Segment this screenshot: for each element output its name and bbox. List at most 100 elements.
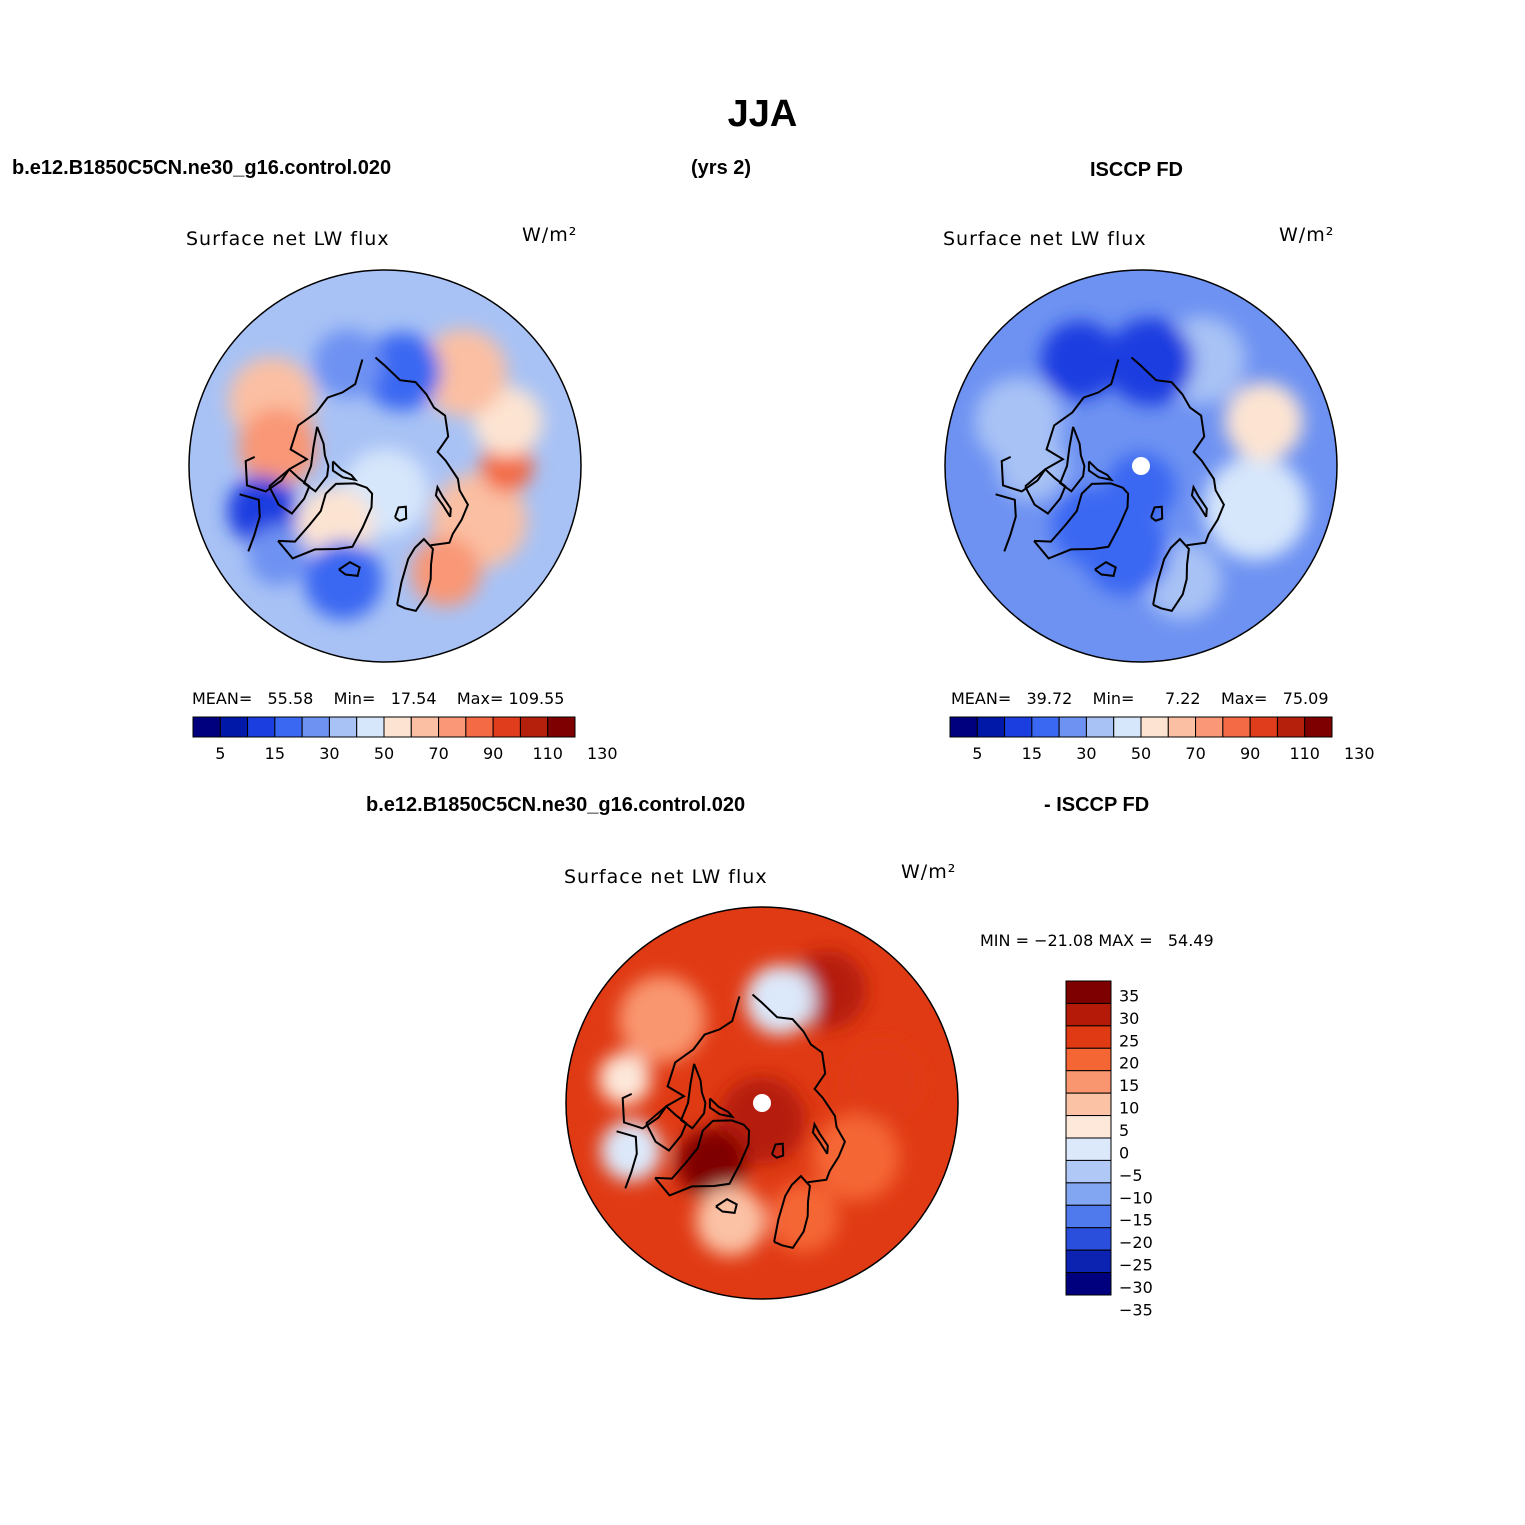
panel3-field-patch: [768, 1182, 839, 1253]
years-label: (yrs 2): [691, 157, 752, 179]
panel3-max: 54.49: [1167, 931, 1214, 950]
panel2-coastline: [1000, 359, 1120, 493]
panel1-colorbar-box: [219, 716, 249, 738]
panel1-coastline: [338, 561, 361, 577]
panel1-mean-label: MEAN=: [192, 689, 253, 708]
panel1-colorbar-tick: 50: [374, 744, 394, 763]
panel3-map: [565, 906, 959, 1300]
panel3-colorbar-tick: 20: [1119, 1054, 1139, 1073]
panel2-coastline: [995, 493, 1017, 552]
panel2-coastline: [1094, 561, 1117, 577]
panel2-coastline: [1033, 482, 1130, 560]
panel3-colorbar-tick: 35: [1119, 986, 1139, 1005]
panel1-colorbar-box: [519, 716, 549, 738]
panel2-mean: 39.72: [1026, 689, 1073, 708]
panel3-colorbar-box: [1065, 1182, 1112, 1206]
panel3-min-label: MIN =: [980, 931, 1029, 950]
panel3-colorbar-tick: 10: [1119, 1099, 1139, 1118]
panel1-colorbar-box: [301, 716, 330, 738]
panel1-stats: MEAN= 55.58 Min= 17.54 Max= 109.55: [192, 689, 564, 708]
panel3-colorbar-box: [1065, 1070, 1112, 1094]
panel2-colorbar-box: [1167, 716, 1197, 738]
panel1-map: [188, 269, 582, 663]
panel3-colorbar-box: [1065, 1137, 1112, 1161]
obs-name-label: ISCCP FD: [1090, 159, 1183, 181]
panel3-map-border: [565, 906, 959, 1300]
panel1-min: 17.54: [390, 689, 437, 708]
panel1-coastline: [244, 359, 364, 493]
panel3-colorbar-tick: 0: [1119, 1143, 1129, 1162]
panel2-colorbar-box: [1058, 716, 1087, 738]
panel2-field-patch: [1040, 321, 1120, 400]
panel2-colorbar-tick: 70: [1185, 744, 1205, 763]
panel2-field-patch: [1224, 382, 1303, 461]
panel3-field-patch: [842, 1042, 922, 1122]
panel3-colorbar-box: [1065, 1204, 1112, 1229]
panel2-title: Surface net LW flux: [943, 228, 1147, 250]
panel3-colorbar-box: [1065, 1025, 1112, 1049]
panel3-colorbar-box: [1065, 1092, 1112, 1117]
panel2-colorbar: 5 15 30 50 70 90 110 130: [949, 716, 1375, 763]
panel3-coastline: [616, 1130, 638, 1189]
panel3-colorbar-tick: −35: [1119, 1300, 1153, 1319]
panel3-units: W/m²: [901, 861, 957, 883]
panel3-colorbar-box: [1065, 1159, 1112, 1184]
panel1-max-label: Max=: [456, 689, 504, 708]
panel3-colorbar-tick: 30: [1119, 1009, 1139, 1028]
panel2-units: W/m²: [1279, 224, 1335, 246]
panel3-coastline: [771, 1142, 785, 1159]
panel2-colorbar-tick: 50: [1131, 744, 1151, 763]
panel3-coastline: [811, 1121, 829, 1155]
panel1-coastline: [394, 505, 408, 522]
panel1-field-patch: [304, 541, 383, 620]
panel1-colorbar-tick: 130: [587, 744, 618, 763]
panel3-colorbar-tick: 5: [1119, 1121, 1129, 1140]
panel2-colorbar-box: [1113, 716, 1142, 738]
panel1-colorbar-box: [438, 716, 467, 738]
panel2-coastline: [1152, 537, 1190, 613]
panel2-coastline: [1190, 484, 1208, 518]
panel3-field-patch: [618, 975, 706, 1063]
figure-title: JJA: [727, 93, 798, 135]
panel3-coastline: [679, 1063, 707, 1130]
panel3-field-patch: [718, 1076, 806, 1164]
panel3-colorbar-tick: 15: [1119, 1076, 1139, 1095]
panel2-colorbar-box: [949, 716, 978, 738]
panel1-coastline: [302, 426, 330, 493]
panel2-coastlines: [995, 356, 1226, 613]
panel1-coastlines: [239, 356, 470, 613]
panel1-colorbar-tick: 110: [532, 744, 563, 763]
panel1-colorbar-box: [547, 716, 576, 738]
panel2-field-patch: [1203, 455, 1308, 560]
panel3-field-patch: [598, 1052, 651, 1105]
panel3-colorbar-box: [1065, 1227, 1112, 1251]
panel2-colorbar-tick: 30: [1076, 744, 1096, 763]
panel1-title: Surface net LW flux: [186, 228, 390, 250]
panel3-colorbar-tick: −15: [1119, 1211, 1153, 1230]
panel3-colorbar-box: [1065, 1272, 1112, 1296]
panel3-title: Surface net LW flux: [564, 866, 768, 888]
panel1-units: W/m²: [522, 224, 578, 246]
panel1-field-patch: [411, 536, 481, 607]
panel2-field-patch: [997, 431, 1067, 501]
panel2-colorbar-box: [1222, 716, 1251, 738]
panel3-colorbar-box: [1065, 1115, 1112, 1139]
panel1-colorbar-box: [492, 716, 521, 738]
panel3-coastline: [708, 1097, 736, 1119]
panel2-colorbar-tick: 15: [1022, 744, 1042, 763]
panel3-missing-pole: [753, 1094, 771, 1112]
panel3-coastlines: [616, 993, 847, 1250]
panel2-colorbar-tick: 5: [972, 744, 982, 763]
panel2-min-label: Min=: [1092, 689, 1135, 708]
panel2-colorbar-box: [1140, 716, 1169, 738]
panel1-colorbar: 5 15 30 50 70 90 110 130: [192, 716, 618, 763]
panel1-coastline: [331, 460, 359, 482]
panel2-coastline: [1024, 467, 1067, 515]
panel3-coastline: [773, 1174, 811, 1250]
diff-obs-label: - ISCCP FD: [1044, 794, 1150, 816]
panel1-coastline: [239, 493, 261, 552]
panel2-colorbar-box: [976, 716, 1006, 738]
panel3-colorbar-box: [1065, 980, 1112, 1004]
panel3-colorbar-tick: −30: [1119, 1278, 1153, 1297]
